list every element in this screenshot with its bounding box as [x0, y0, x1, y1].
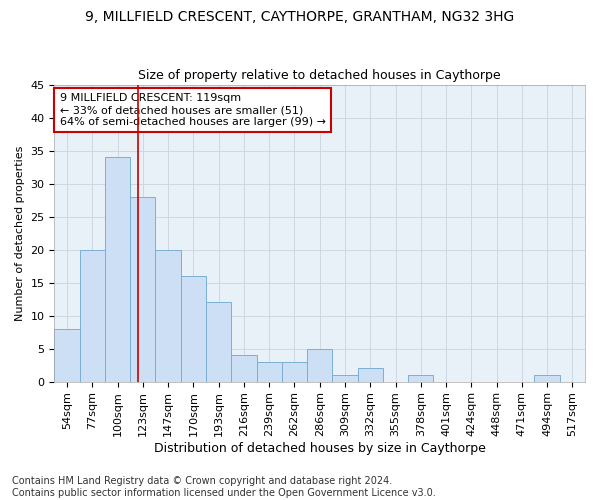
Bar — [257, 362, 282, 382]
Bar — [206, 302, 231, 382]
Text: 9 MILLFIELD CRESCENT: 119sqm
← 33% of detached houses are smaller (51)
64% of se: 9 MILLFIELD CRESCENT: 119sqm ← 33% of de… — [60, 94, 326, 126]
Bar — [358, 368, 383, 382]
Bar — [55, 329, 80, 382]
Bar — [535, 375, 560, 382]
Bar — [181, 276, 206, 382]
Bar — [105, 157, 130, 382]
Bar — [231, 355, 257, 382]
Text: Contains HM Land Registry data © Crown copyright and database right 2024.
Contai: Contains HM Land Registry data © Crown c… — [12, 476, 436, 498]
X-axis label: Distribution of detached houses by size in Caythorpe: Distribution of detached houses by size … — [154, 442, 485, 455]
Text: 9, MILLFIELD CRESCENT, CAYTHORPE, GRANTHAM, NG32 3HG: 9, MILLFIELD CRESCENT, CAYTHORPE, GRANTH… — [85, 10, 515, 24]
Bar — [130, 197, 155, 382]
Bar — [332, 375, 358, 382]
Title: Size of property relative to detached houses in Caythorpe: Size of property relative to detached ho… — [139, 69, 501, 82]
Bar — [282, 362, 307, 382]
Bar — [408, 375, 433, 382]
Y-axis label: Number of detached properties: Number of detached properties — [15, 146, 25, 321]
Bar — [307, 348, 332, 382]
Bar — [80, 250, 105, 382]
Bar — [155, 250, 181, 382]
